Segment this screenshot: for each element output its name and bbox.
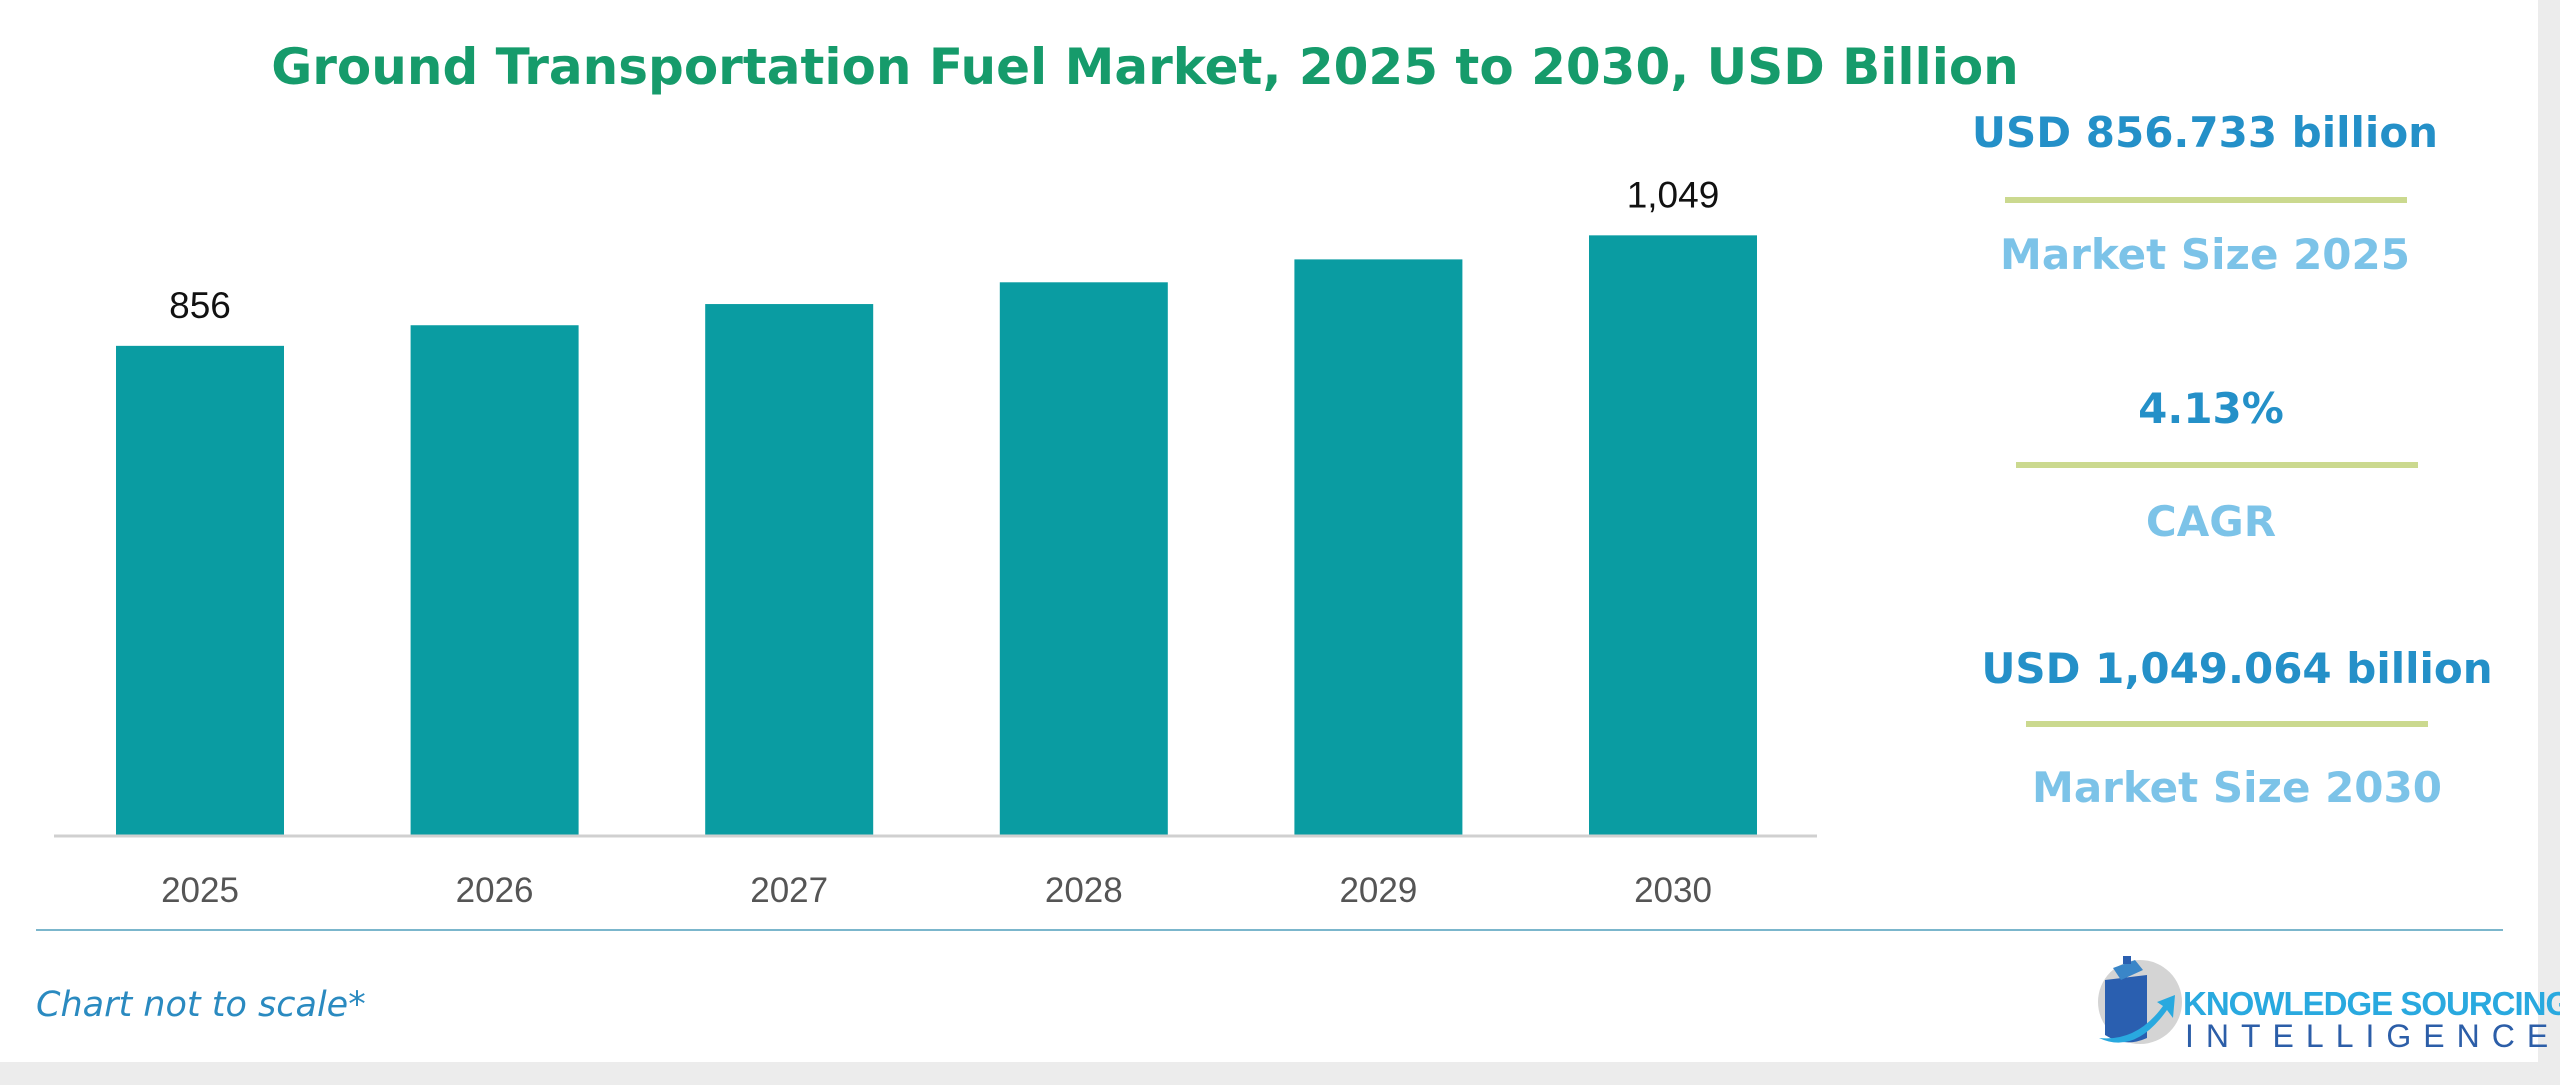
kpi-separator: [2016, 462, 2418, 468]
chart-title: Ground Transportation Fuel Market, 2025 …: [271, 38, 2019, 96]
kpi-separator: [2026, 721, 2428, 727]
bar-2028: [999, 282, 1168, 836]
bar-2029: [1294, 259, 1463, 836]
kpi-market-size-2030-label: Market Size 2030: [2032, 763, 2442, 812]
x-tick-label: 2027: [750, 871, 828, 910]
bar-2030: [1589, 235, 1757, 836]
bar-2027: [705, 304, 874, 836]
kpi-market-size-2025-label: Market Size 2025: [2000, 230, 2410, 279]
kpi-separator: [2005, 197, 2407, 203]
logo-text-line1: KNOWLEDGE SOURCING: [2183, 985, 2560, 1022]
x-tick-label: 2025: [161, 871, 239, 910]
x-tick-label: 2029: [1339, 871, 1417, 910]
kpi-market-size-2030-value: USD 1,049.064 billion: [1981, 644, 2493, 693]
kpi-cagr-label: CAGR: [2145, 497, 2277, 546]
footer-divider: [36, 929, 2503, 931]
x-tick-label: 2028: [1045, 871, 1123, 910]
x-tick-label: 2030: [1634, 871, 1712, 910]
x-tick-label: 2026: [456, 871, 534, 910]
logo-text-line2: INTELLIGENCE: [2185, 1018, 2560, 1054]
kpi-market-size-2025-value: USD 856.733 billion: [1971, 108, 2439, 157]
bar-2026: [410, 325, 579, 836]
bar-chart: 2025 856 2026 2027 2028 2029 2030 1,049: [54, 174, 1817, 910]
data-label: 856: [169, 285, 231, 326]
chart-note: Chart not to scale*: [36, 985, 366, 1025]
bar-2025: [116, 345, 284, 836]
knowledge-sourcing-logo-icon: [2098, 956, 2182, 1044]
kpi-cagr-value: 4.13%: [2138, 384, 2284, 433]
data-label: 1,049: [1627, 174, 1720, 215]
